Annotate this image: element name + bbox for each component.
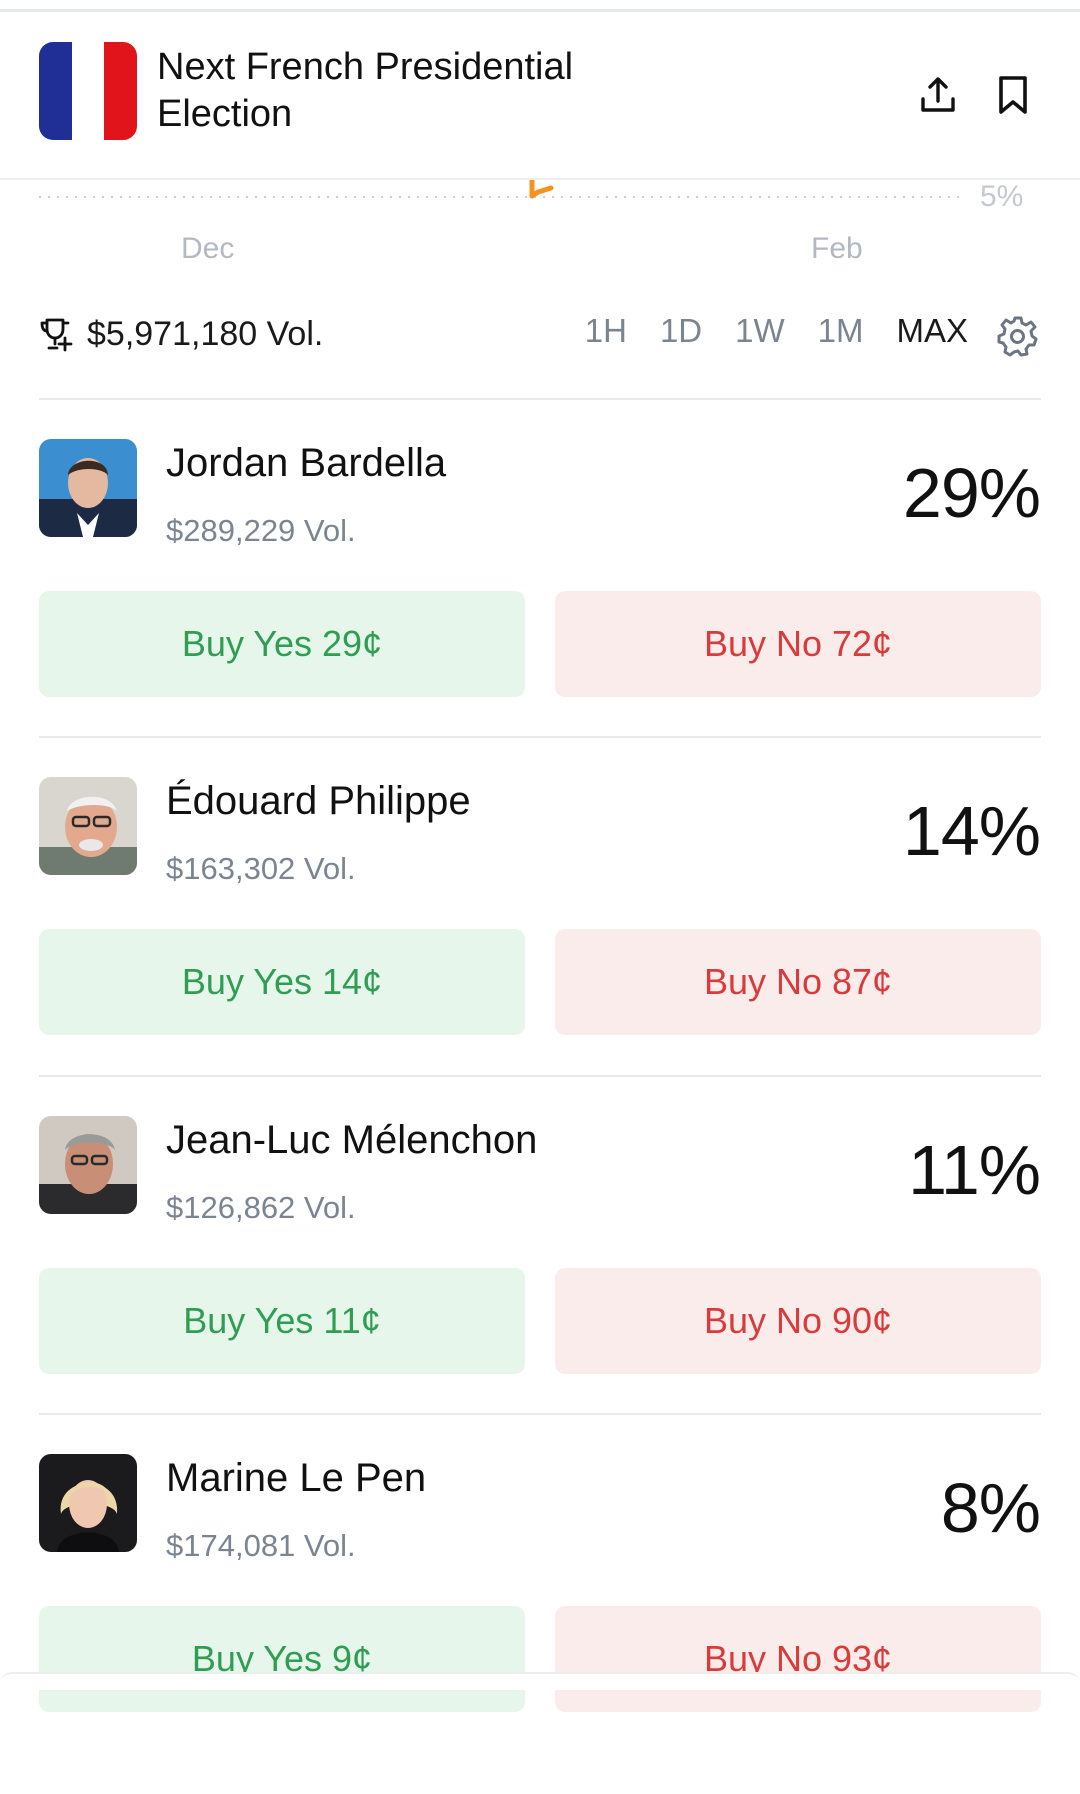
range-1w[interactable]: 1W	[735, 312, 785, 349]
market-volume: $5,971,180 Vol.	[39, 306, 323, 362]
candidate-row-bardella: Jordan Bardella $289,229 Vol. 29% Buy Ye…	[0, 439, 1080, 779]
avatar	[39, 1116, 137, 1214]
x-tick-feb: Feb	[811, 232, 863, 265]
chart-series-line	[529, 180, 554, 199]
candidate-row-melenchon: Jean-Luc Mélenchon $126,862 Vol. 11% Buy…	[0, 1116, 1080, 1456]
section-divider	[39, 736, 1041, 738]
bookmark-button[interactable]	[990, 72, 1036, 118]
market-header: Next French Presidential Election	[0, 12, 1080, 180]
avatar	[39, 777, 137, 875]
candidate-percent: 11%	[908, 1131, 1041, 1209]
bottom-sheet-edge	[0, 1672, 1080, 1690]
candidate-name: Édouard Philippe	[166, 779, 471, 823]
buy-yes-button[interactable]: Buy Yes 9¢	[39, 1606, 525, 1712]
buy-no-button[interactable]: Buy No 93¢	[555, 1606, 1041, 1712]
candidate-percent: 8%	[940, 1469, 1041, 1547]
candidate-row-le-pen: Marine Le Pen $174,081 Vol. 8% Buy Yes 9…	[0, 1454, 1080, 1794]
candidate-name: Marine Le Pen	[166, 1456, 427, 1500]
candidate-row-philippe: Édouard Philippe $163,302 Vol. 14% Buy Y…	[0, 777, 1080, 1117]
share-button[interactable]	[915, 72, 961, 118]
range-1m[interactable]: 1M	[817, 312, 864, 349]
candidate-volume: $126,862 Vol.	[166, 1190, 356, 1225]
buy-yes-button[interactable]: Buy Yes 29¢	[39, 591, 525, 697]
bookmark-icon	[999, 76, 1027, 114]
candidate-percent: 29%	[902, 454, 1041, 532]
y-tick-label: 5%	[980, 180, 1024, 213]
section-divider	[39, 1413, 1041, 1415]
range-1d[interactable]: 1D	[659, 312, 703, 349]
page-title: Next French Presidential Election	[157, 46, 574, 135]
buy-yes-button[interactable]: Buy Yes 11¢	[39, 1268, 525, 1374]
candidate-volume: $163,302 Vol.	[166, 851, 356, 886]
candidate-volume: $289,229 Vol.	[166, 513, 356, 548]
range-max[interactable]: MAX	[896, 312, 968, 349]
x-tick-dec: Dec	[181, 232, 235, 265]
section-divider	[39, 398, 1041, 400]
buy-no-button[interactable]: Buy No 90¢	[555, 1268, 1041, 1374]
market-volume-text: $5,971,180 Vol.	[87, 314, 324, 353]
top-rule	[0, 9, 1080, 12]
section-divider	[39, 1075, 1041, 1077]
buy-no-button[interactable]: Buy No 72¢	[555, 591, 1041, 697]
candidate-volume: $174,081 Vol.	[166, 1528, 356, 1563]
france-flag-icon	[39, 42, 137, 140]
price-chart[interactable]: 5%	[0, 180, 1080, 280]
candidate-name: Jean-Luc Mélenchon	[166, 1118, 538, 1162]
time-range-selector: 1H 1D 1W 1M MAX	[552, 312, 968, 350]
avatar	[39, 439, 137, 537]
share-icon	[921, 77, 955, 112]
buy-yes-button[interactable]: Buy Yes 14¢	[39, 929, 525, 1035]
trophy-icon	[40, 318, 73, 352]
range-1h[interactable]: 1H	[584, 312, 627, 349]
settings-gear-icon[interactable]	[996, 314, 1040, 358]
candidate-percent: 14%	[902, 792, 1041, 870]
candidate-name: Jordan Bardella	[166, 441, 447, 485]
buy-no-button[interactable]: Buy No 87¢	[555, 929, 1041, 1035]
avatar	[39, 1454, 137, 1552]
